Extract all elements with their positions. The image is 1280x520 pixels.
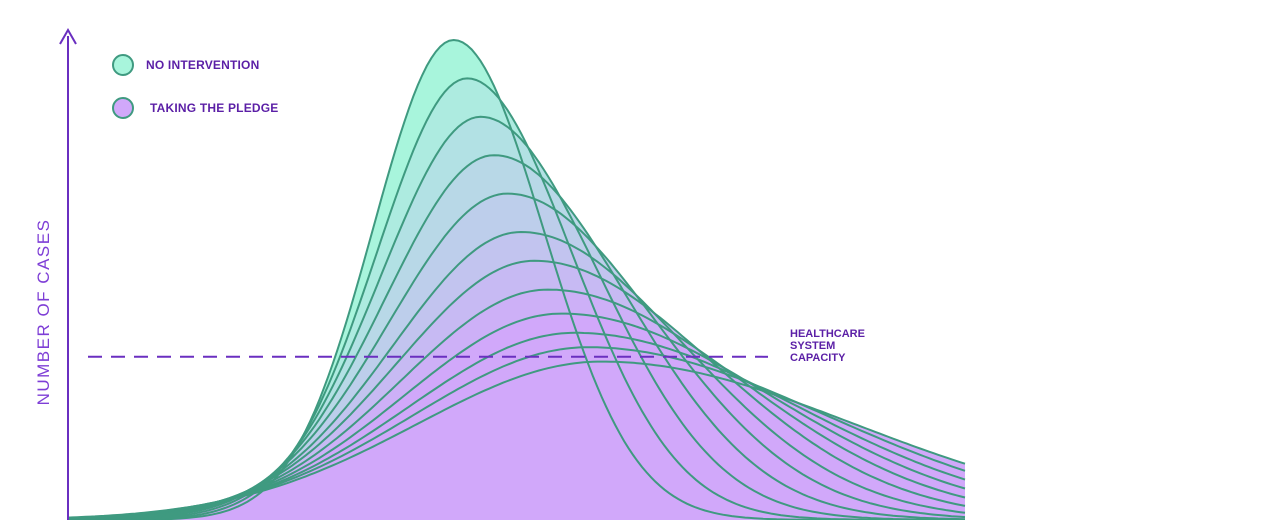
legend-swatch-taking-the-pledge bbox=[112, 97, 134, 119]
y-axis-label: NUMBER OF CASES bbox=[34, 218, 53, 406]
curve-line-3 bbox=[68, 115, 965, 520]
y-axis-arrow-icon bbox=[59, 27, 77, 45]
curves-group bbox=[67, 38, 966, 520]
capacity-label-line-2: SYSTEM bbox=[790, 340, 836, 352]
curve-line-12 bbox=[67, 360, 966, 519]
curve-area-12 bbox=[68, 361, 965, 520]
legend-item-no-intervention: NO INTERVENTION bbox=[112, 54, 259, 76]
curve-line-2 bbox=[68, 77, 965, 520]
legend-label-taking-the-pledge: TAKING THE PLEDGE bbox=[150, 101, 279, 115]
capacity-label-line-3: CAPACITY bbox=[790, 352, 846, 364]
legend-item-taking-the-pledge: TAKING THE PLEDGE bbox=[112, 97, 279, 119]
curve-line-4 bbox=[68, 154, 966, 520]
legend-label-no-intervention: NO INTERVENTION bbox=[146, 58, 260, 72]
capacity-label-line-1: HEALTHCARE bbox=[790, 328, 865, 340]
capacity-label: HEALTHCARE SYSTEM CAPACITY bbox=[790, 328, 865, 364]
legend-swatch-no-intervention bbox=[112, 54, 134, 76]
